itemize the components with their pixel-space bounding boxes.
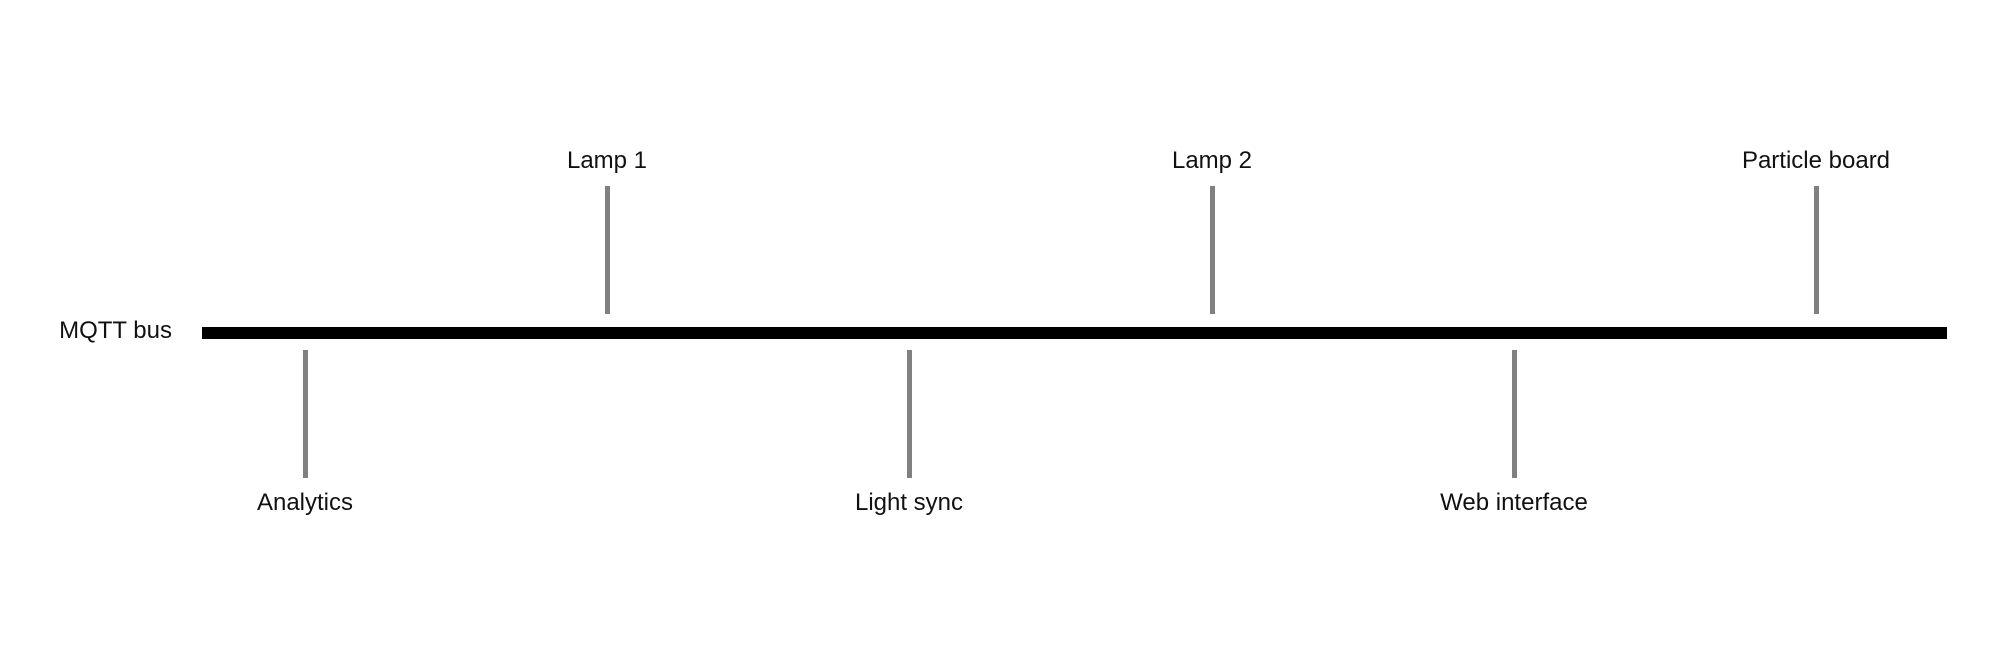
node-connector bbox=[907, 350, 912, 478]
node-label: Analytics bbox=[256, 489, 354, 516]
mqtt-bus-line bbox=[202, 327, 1947, 339]
node-label: Light sync bbox=[854, 489, 964, 516]
node-connector bbox=[1814, 186, 1819, 314]
bus-label: MQTT bus bbox=[59, 317, 172, 344]
node-label: Lamp 2 bbox=[1171, 147, 1253, 174]
node-connector bbox=[1512, 350, 1517, 478]
node-connector bbox=[303, 350, 308, 478]
node-connector bbox=[1210, 186, 1215, 314]
node-label: Lamp 1 bbox=[566, 147, 648, 174]
node-label: Web interface bbox=[1440, 489, 1588, 516]
node-connector bbox=[605, 186, 610, 314]
node-label: Particle board bbox=[1741, 147, 1891, 174]
